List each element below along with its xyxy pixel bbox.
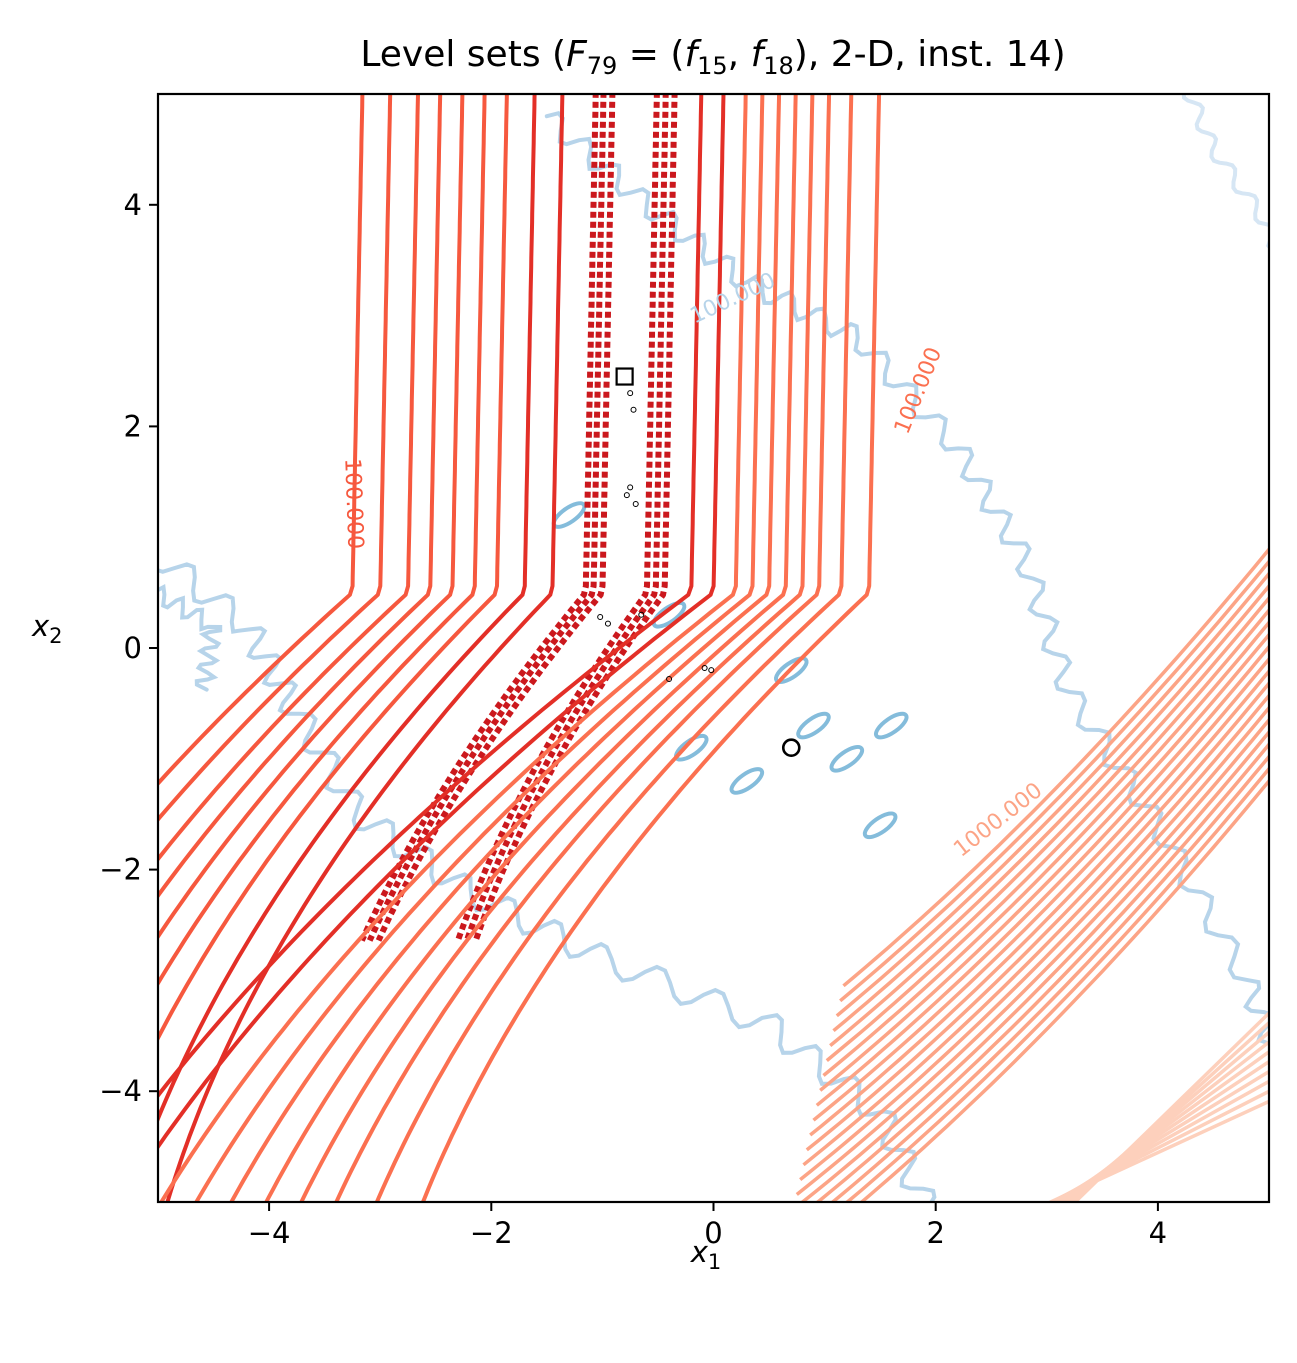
contour-line — [264, 94, 798, 1202]
contour-line — [819, 631, 1269, 1092]
contour-loop — [773, 656, 809, 684]
pareto-point — [632, 500, 639, 507]
contour-line — [799, 729, 1269, 1202]
contour-line — [359, 94, 599, 942]
f2-contour-lines — [158, 94, 1269, 1202]
f2-band-contour-lines — [795, 546, 1269, 1202]
contour-line — [802, 692, 1269, 1167]
chart-title: Level sets (F79 = (f15, f18), 2-D, inst.… — [360, 34, 1065, 80]
contour-label: 100.000 — [339, 458, 367, 550]
contour-line — [366, 94, 607, 942]
contour-line — [825, 607, 1269, 1062]
pareto-point — [666, 676, 673, 683]
contour-line — [158, 546, 937, 1202]
contour-line — [194, 94, 765, 1202]
f1-contour-lines — [158, 94, 882, 1202]
x-tick-label: −4 — [248, 1216, 291, 1250]
contour-loop — [829, 744, 865, 773]
contour-loop — [729, 767, 765, 795]
contour-line — [1064, 1030, 1269, 1202]
contour-line — [374, 94, 854, 1202]
contour-line — [158, 94, 509, 1043]
x-tick-label: 4 — [1149, 1216, 1167, 1250]
contour-line — [839, 558, 1269, 1003]
contour-line — [299, 94, 815, 1202]
y-tick-label: −4 — [99, 1074, 142, 1108]
contour-label: 100.000 — [890, 344, 947, 438]
contour-line — [832, 583, 1269, 1033]
x-tick-label: 0 — [704, 1216, 722, 1250]
contour-line — [805, 680, 1269, 1152]
x-tick-label: −2 — [470, 1216, 513, 1250]
contour-line — [795, 717, 1269, 1196]
y-axis-label: x2 — [31, 609, 63, 648]
y-tick-label: 0 — [124, 631, 142, 665]
contour-line — [1068, 1020, 1269, 1202]
pareto-point — [708, 667, 715, 674]
pareto-point — [627, 484, 634, 491]
pareto-point — [597, 613, 604, 620]
contour-loop — [673, 733, 709, 762]
optimum-square-marker — [615, 367, 634, 386]
y-tick-label: −2 — [99, 853, 142, 887]
contour-line — [158, 94, 748, 1202]
contour-line — [812, 656, 1269, 1122]
contour-line — [158, 94, 465, 941]
contour-line — [472, 94, 678, 942]
axes: −4 −2 0 2 4 −4 −2 0 2 4 — [99, 188, 1167, 1250]
contour-line — [455, 94, 660, 942]
contour-line — [158, 94, 393, 823]
contour-line — [815, 741, 1269, 1202]
x-axis-label: x1 — [690, 1235, 722, 1274]
contour-line — [544, 110, 1269, 1046]
optimum-markers — [615, 367, 801, 758]
contour-line — [835, 570, 1269, 1018]
contour-line — [842, 546, 1269, 988]
contour-loop — [862, 811, 898, 840]
contour-line — [158, 94, 726, 1151]
contour-line — [1046, 1099, 1269, 1202]
contour-line — [158, 94, 421, 863]
pareto-point — [638, 611, 645, 618]
pareto-point — [630, 406, 637, 413]
contour-line — [809, 668, 1269, 1137]
pareto-point — [623, 492, 630, 499]
contour-line — [334, 94, 832, 1202]
contour-line — [158, 94, 365, 787]
contour-loop — [796, 711, 831, 740]
contour-line — [375, 94, 616, 942]
contour-line — [829, 595, 1269, 1047]
y-tick-label: 4 — [124, 188, 142, 222]
contour-line — [463, 94, 669, 942]
pareto-point — [701, 664, 708, 671]
contour-line — [158, 94, 537, 1124]
pareto-point — [604, 620, 611, 627]
contour-line — [158, 583, 223, 692]
contour-line — [815, 644, 1269, 1107]
pareto-point — [627, 390, 634, 397]
pareto-points — [597, 390, 715, 683]
contour-line — [859, 778, 1269, 1202]
contour-line — [158, 94, 487, 988]
contour-line — [158, 94, 443, 900]
contour-line — [420, 94, 882, 1202]
contour-line — [1072, 1010, 1269, 1202]
contour-line — [844, 765, 1269, 1202]
contour-line — [229, 94, 782, 1202]
contour-line — [165, 94, 565, 1202]
contour-line — [830, 753, 1269, 1202]
contour-line — [799, 705, 1269, 1181]
y-tick-label: 2 — [124, 409, 142, 443]
x-tick-label: 2 — [926, 1216, 944, 1250]
contour-loop — [651, 600, 687, 629]
contour-line — [158, 94, 704, 1099]
contour-line — [822, 619, 1269, 1077]
optimum-circle-marker — [781, 738, 801, 758]
contour-line — [1181, 94, 1269, 250]
contour-loop — [873, 711, 909, 740]
